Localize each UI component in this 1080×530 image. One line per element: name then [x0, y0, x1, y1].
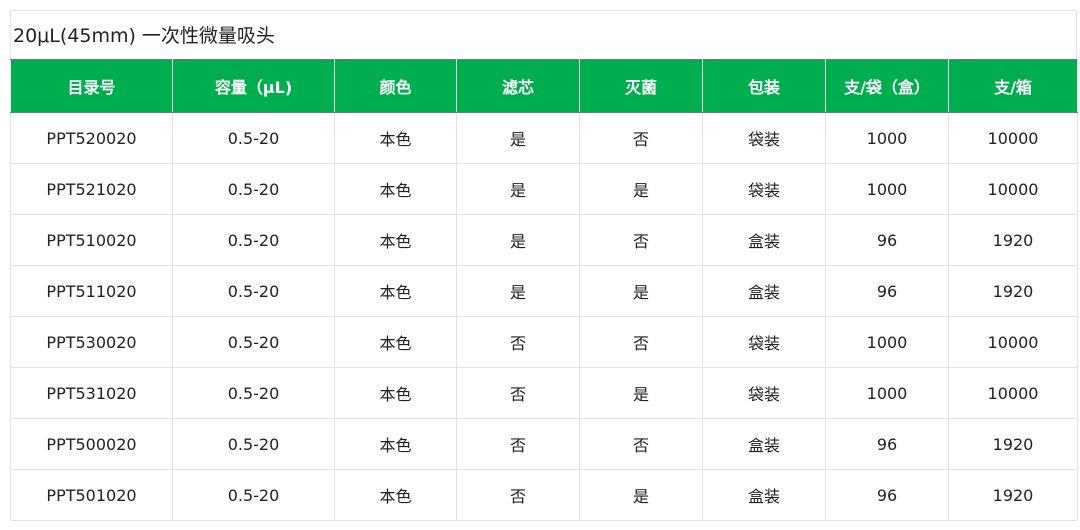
- table-cell: 否: [456, 469, 580, 521]
- table-cell: 10000: [948, 316, 1078, 368]
- table-header-row: 目录号 容量（μL) 颜色 滤芯 灭菌 包装 支/袋（盒） 支/箱: [10, 59, 1078, 113]
- table-cell: 1920: [948, 214, 1078, 266]
- table-cell: 是: [579, 469, 703, 521]
- table-cell: 96: [825, 265, 949, 317]
- table-cell: 本色: [334, 112, 457, 164]
- table-cell: 否: [579, 418, 703, 470]
- table-cell: 盒装: [702, 265, 826, 317]
- table-cell: 96: [825, 418, 949, 470]
- column-header: 容量（μL): [172, 59, 335, 113]
- table-cell: 0.5-20: [172, 163, 335, 215]
- table-cell: 本色: [334, 418, 457, 470]
- table-row: PPT500020 0.5-20 本色否否盒装 96 1920: [10, 418, 1078, 470]
- table-cell: 本色: [334, 265, 457, 317]
- table-cell: 袋装: [702, 112, 826, 164]
- table-cell: 0.5-20: [172, 316, 335, 368]
- table-row: PPT530020 0.5-20 本色否否袋装 1000 10000: [10, 316, 1078, 368]
- table-cell: 1920: [948, 469, 1078, 521]
- table-row: PPT531020 0.5-20 本色否是袋装 1000 10000: [10, 367, 1078, 419]
- table-cell: 盒装: [702, 469, 826, 521]
- column-header: 包装: [702, 59, 826, 113]
- table-row: PPT510020 0.5-20 本色是否盒装 96 1920: [10, 214, 1078, 266]
- table-row: PPT511020 0.5-20 本色是是盒装 96 1920: [10, 265, 1078, 317]
- table-cell: 1000: [825, 112, 949, 164]
- table-row: PPT520020 0.5-20 本色是否袋装 1000 10000: [10, 112, 1078, 164]
- table-cell: 96: [825, 469, 949, 521]
- section-title: 20μL(45mm) 一次性微量吸头: [10, 10, 1077, 59]
- table-cell: PPT510020: [10, 214, 173, 266]
- table-cell: 1920: [948, 418, 1078, 470]
- table-cell: 0.5-20: [172, 418, 335, 470]
- column-header: 颜色: [334, 59, 457, 113]
- table-cell: 否: [579, 214, 703, 266]
- table-cell: 否: [456, 367, 580, 419]
- table-cell: 1000: [825, 367, 949, 419]
- table-cell: PPT520020: [10, 112, 173, 164]
- table-row: PPT501020 0.5-20 本色否是盒装 96 1920: [10, 469, 1078, 521]
- table-cell: 1000: [825, 316, 949, 368]
- table-cell: 是: [579, 265, 703, 317]
- column-header: 支/袋（盒）: [825, 59, 949, 113]
- table-cell: 0.5-20: [172, 112, 335, 164]
- column-header: 灭菌: [579, 59, 703, 113]
- table-cell: PPT500020: [10, 418, 173, 470]
- table-cell: 盒装: [702, 418, 826, 470]
- table-cell: 是: [579, 163, 703, 215]
- table-cell: 0.5-20: [172, 214, 335, 266]
- table-cell: 盒装: [702, 214, 826, 266]
- table-cell: 袋装: [702, 163, 826, 215]
- column-header: 支/箱: [948, 59, 1078, 113]
- table-cell: 10000: [948, 163, 1078, 215]
- table-cell: 否: [579, 316, 703, 368]
- table-cell: 否: [579, 112, 703, 164]
- table-cell: PPT530020: [10, 316, 173, 368]
- table-cell: PPT511020: [10, 265, 173, 317]
- table-cell: 10000: [948, 112, 1078, 164]
- column-header: 滤芯: [456, 59, 580, 113]
- table-cell: 否: [456, 316, 580, 368]
- table-cell: 是: [456, 163, 580, 215]
- table-cell: 本色: [334, 469, 457, 521]
- table-cell: PPT501020: [10, 469, 173, 521]
- table-cell: 0.5-20: [172, 469, 335, 521]
- table-cell: 10000: [948, 367, 1078, 419]
- table-cell: 0.5-20: [172, 265, 335, 317]
- table-cell: 是: [456, 214, 580, 266]
- table-cell: 本色: [334, 316, 457, 368]
- table-cell: 1000: [825, 163, 949, 215]
- product-table: 目录号 容量（μL) 颜色 滤芯 灭菌 包装 支/袋（盒） 支/箱 PPT520020 0.5-…: [10, 59, 1078, 521]
- table-cell: 袋装: [702, 367, 826, 419]
- table-cell: PPT521020: [10, 163, 173, 215]
- table-cell: 0.5-20: [172, 367, 335, 419]
- table-row: PPT521020 0.5-20 本色是是袋装 1000 10000: [10, 163, 1078, 215]
- table-cell: 否: [456, 418, 580, 470]
- table-cell: PPT531020: [10, 367, 173, 419]
- table-cell: 是: [456, 112, 580, 164]
- table-cell: 本色: [334, 163, 457, 215]
- table-cell: 袋装: [702, 316, 826, 368]
- column-header: 目录号: [10, 59, 173, 113]
- table-cell: 本色: [334, 214, 457, 266]
- product-spec-panel: 20μL(45mm) 一次性微量吸头 目录号 容量（μL) 颜色 滤芯 灭菌 包装 支/袋（…: [10, 10, 1078, 521]
- table-cell: 是: [456, 265, 580, 317]
- table-cell: 是: [579, 367, 703, 419]
- table-cell: 本色: [334, 367, 457, 419]
- table-cell: 1920: [948, 265, 1078, 317]
- table-cell: 96: [825, 214, 949, 266]
